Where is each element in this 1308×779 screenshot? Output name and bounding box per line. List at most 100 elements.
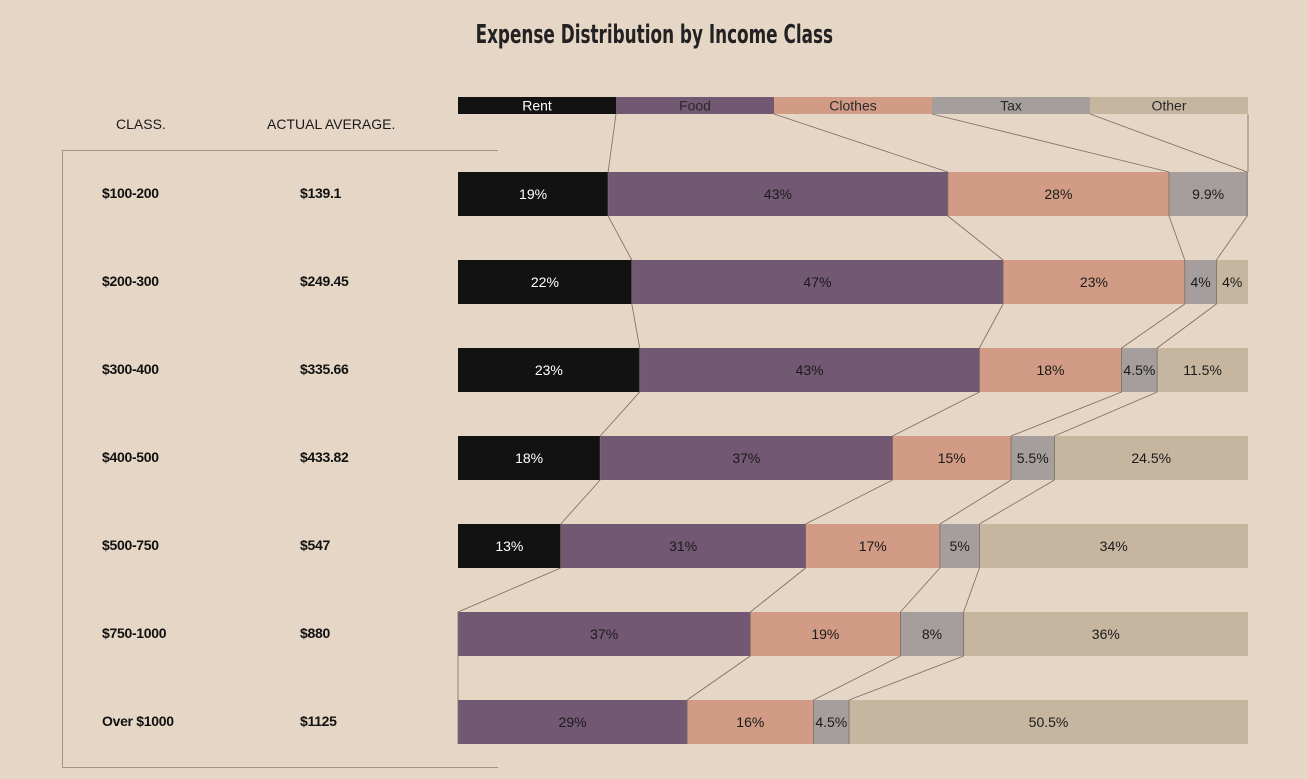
bar-tax [1184, 260, 1217, 304]
connector-line [848, 655, 964, 701]
data-label: 37% [732, 450, 760, 466]
connector-line [963, 567, 980, 613]
class-label: $500-750 [102, 537, 159, 553]
bar-rent [458, 172, 609, 216]
bar-food [458, 612, 751, 656]
connector-line [1156, 303, 1217, 349]
legend-label-clothes: Clothes [829, 98, 876, 114]
data-label: 24.5% [1131, 450, 1171, 466]
table-frame [62, 150, 498, 768]
connector-line [560, 479, 601, 525]
bar-rent [458, 436, 601, 480]
class-label: $200-300 [102, 273, 159, 289]
bar-clothes [750, 612, 901, 656]
actual-average-value: $547 [300, 537, 330, 553]
bar-rent [458, 524, 561, 568]
bar-tax [1169, 172, 1248, 216]
data-label: 4% [1190, 274, 1210, 290]
bar-tax [813, 700, 850, 744]
connector-line [1089, 113, 1248, 173]
data-label: 13% [495, 538, 523, 554]
class-label: $300-400 [102, 361, 159, 377]
data-label: 43% [796, 362, 824, 378]
data-label: 22% [531, 274, 559, 290]
connector-line [947, 215, 1004, 261]
connector-line [813, 655, 901, 701]
data-label: 5.5% [1017, 450, 1049, 466]
data-label: 19% [811, 626, 839, 642]
data-label: 18% [515, 450, 543, 466]
legend-swatch-clothes [774, 97, 932, 114]
data-label: 29% [559, 714, 587, 730]
connector-line [773, 113, 948, 173]
data-label: 19% [519, 186, 547, 202]
bar-food [560, 524, 806, 568]
chart-title: Expense Distribution by Income Class [475, 20, 833, 50]
bar-tax [1121, 348, 1158, 392]
data-label: 18% [1036, 362, 1064, 378]
class-label: $400-500 [102, 449, 159, 465]
bar-food [600, 436, 893, 480]
legend-swatch-other [1090, 97, 1248, 114]
actual-average-value: $335.66 [300, 361, 349, 377]
data-label: 15% [938, 450, 966, 466]
legend-label-tax: Tax [1000, 98, 1022, 114]
legend-swatch-food [616, 97, 774, 114]
class-label: Over $1000 [102, 713, 174, 729]
connector-line [1168, 215, 1186, 261]
average-column-header: ACTUAL AVERAGE. [267, 116, 396, 132]
legend-label-food: Food [679, 98, 711, 114]
data-label: 37% [590, 626, 618, 642]
actual-average-value: $880 [300, 625, 330, 641]
data-label: 11.5% [1183, 362, 1222, 378]
legend-label-rent: Rent [522, 98, 552, 114]
connector-line [631, 303, 641, 349]
bar-tax [1011, 436, 1055, 480]
connector-line [599, 391, 640, 437]
connector-line [931, 113, 1170, 173]
legend-swatch-rent [458, 97, 616, 114]
connector-line [979, 479, 1055, 525]
legend-swatch-tax [932, 97, 1090, 114]
bar-clothes [1003, 260, 1185, 304]
bar-tax [939, 524, 980, 568]
connector-line [900, 567, 941, 613]
data-label: 31% [669, 538, 697, 554]
class-label: $750-1000 [102, 625, 167, 641]
data-label: 17% [859, 538, 887, 554]
bar-food [608, 172, 948, 216]
data-label: 4% [1222, 274, 1242, 290]
bar-other [963, 612, 1248, 656]
connector-line [939, 479, 1012, 525]
data-label: 16% [736, 714, 764, 730]
connector-line [686, 655, 751, 701]
data-label: 50.5% [1029, 714, 1069, 730]
data-label: 4.5% [815, 714, 847, 730]
class-label: $100-200 [102, 185, 159, 201]
bar-clothes [805, 524, 940, 568]
data-label: 47% [803, 274, 831, 290]
data-label: 34% [1100, 538, 1128, 554]
bar-other [1157, 348, 1248, 392]
connector-line [457, 567, 561, 613]
bar-other [979, 524, 1248, 568]
connector-line [750, 567, 806, 613]
connector-line [805, 479, 893, 525]
bar-clothes [979, 348, 1122, 392]
actual-average-value: $1125 [300, 713, 337, 729]
connector-line [1121, 303, 1186, 349]
bar-tax [900, 612, 964, 656]
data-label: 28% [1044, 186, 1072, 202]
data-label: 36% [1092, 626, 1120, 642]
bar-other [849, 700, 1248, 744]
bar-food [458, 700, 688, 744]
data-label: 9.9% [1192, 186, 1224, 202]
data-label: 5% [950, 538, 970, 554]
bar-food [631, 260, 1004, 304]
data-label: 23% [1080, 274, 1108, 290]
bar-food [639, 348, 980, 392]
data-label: 4.5% [1123, 362, 1155, 378]
connector-line [607, 215, 633, 261]
class-column-header: CLASS. [116, 116, 166, 132]
